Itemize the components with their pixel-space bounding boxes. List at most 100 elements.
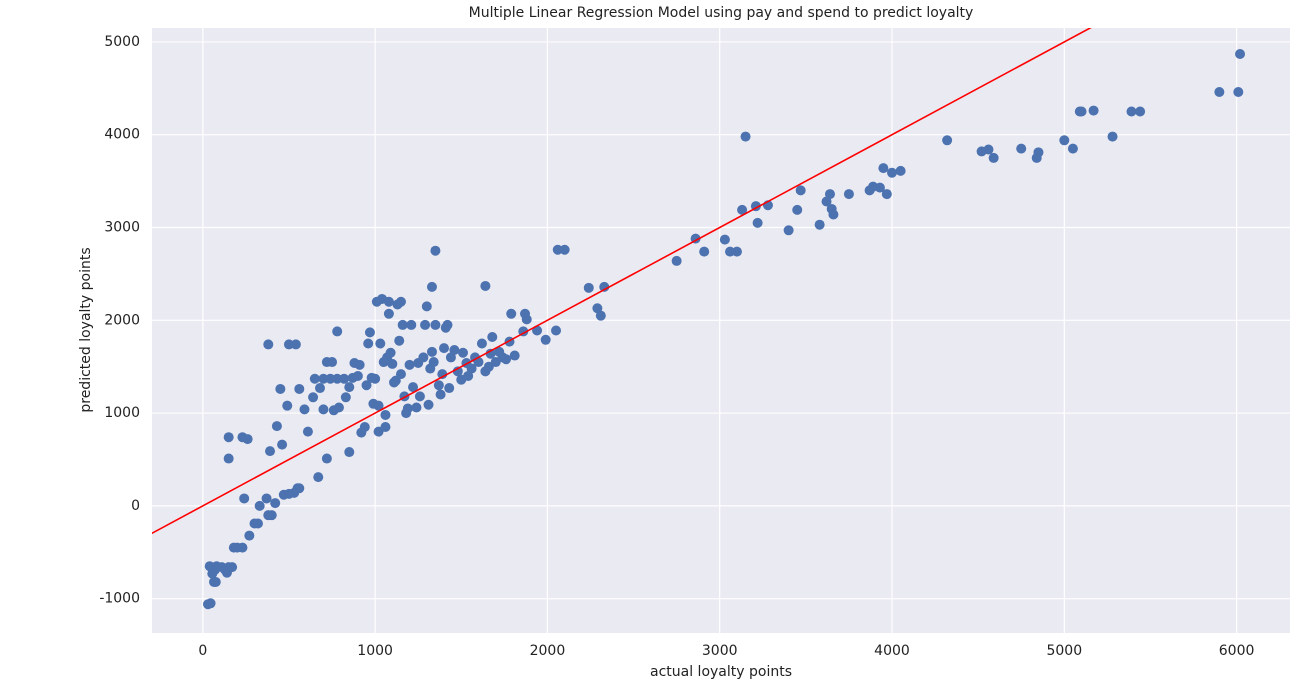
point	[373, 400, 384, 411]
point	[418, 352, 429, 363]
point	[423, 399, 434, 410]
point	[1059, 135, 1070, 146]
point	[363, 338, 374, 349]
point	[402, 403, 413, 414]
chart-title: Multiple Linear Regression Model using p…	[469, 5, 974, 21]
point	[583, 282, 594, 293]
point	[843, 189, 854, 200]
point	[270, 498, 281, 509]
point	[332, 326, 343, 337]
point	[506, 308, 517, 319]
point	[595, 310, 606, 321]
point	[340, 392, 351, 403]
point	[261, 493, 272, 504]
y-tick-label: 1000	[104, 405, 140, 421]
point	[321, 453, 332, 464]
point	[344, 447, 355, 458]
point	[442, 319, 453, 330]
point	[699, 246, 710, 257]
point	[302, 426, 313, 437]
point	[671, 255, 682, 266]
point	[540, 334, 551, 345]
point	[411, 402, 422, 413]
point	[294, 483, 305, 494]
x-tick-label: 4000	[874, 643, 910, 659]
point	[406, 319, 417, 330]
point	[1088, 105, 1099, 116]
point	[210, 576, 221, 587]
point	[223, 432, 234, 443]
point	[308, 392, 319, 403]
point	[752, 217, 763, 228]
point	[383, 308, 394, 319]
point	[551, 325, 562, 336]
point	[277, 439, 288, 450]
point	[237, 542, 248, 553]
point	[344, 382, 355, 393]
point	[426, 346, 437, 357]
point	[318, 373, 329, 384]
point	[428, 357, 439, 368]
x-tick-label: 0	[198, 643, 207, 659]
point	[327, 357, 338, 368]
point	[1076, 106, 1087, 117]
point	[314, 383, 325, 394]
point	[439, 343, 450, 354]
point	[719, 234, 730, 245]
point	[265, 446, 276, 457]
point	[449, 344, 460, 355]
point	[983, 144, 994, 155]
point	[501, 354, 512, 365]
point	[359, 422, 370, 433]
identity-line	[152, 28, 1092, 535]
point	[239, 493, 250, 504]
point	[426, 281, 437, 292]
point	[480, 280, 491, 291]
point	[485, 348, 496, 359]
point	[1016, 143, 1027, 154]
point	[463, 370, 474, 381]
point	[414, 391, 425, 402]
point	[318, 404, 329, 415]
point	[282, 400, 293, 411]
point	[466, 363, 477, 374]
point	[783, 225, 794, 236]
point	[430, 245, 441, 256]
point	[333, 402, 344, 413]
point	[559, 244, 570, 255]
x-tick-label: 1000	[357, 643, 393, 659]
point	[487, 331, 498, 342]
point	[887, 167, 898, 178]
point	[824, 189, 835, 200]
point	[354, 359, 365, 370]
point	[430, 319, 441, 330]
x-tick-label: 3000	[702, 643, 738, 659]
point	[370, 373, 381, 384]
y-tick-label: 0	[131, 498, 140, 514]
point	[244, 530, 255, 541]
point	[1067, 143, 1078, 154]
point	[895, 165, 906, 176]
point	[878, 163, 889, 174]
point	[397, 319, 408, 330]
point	[881, 189, 892, 200]
y-tick-label: -1000	[99, 591, 140, 607]
point	[275, 383, 286, 394]
point	[394, 335, 405, 346]
y-tick-label: 4000	[104, 127, 140, 143]
point	[395, 296, 406, 307]
point	[437, 369, 448, 380]
point	[254, 500, 265, 511]
point	[332, 373, 343, 384]
point	[252, 518, 263, 529]
y-tick-label: 5000	[104, 34, 140, 50]
point	[1233, 87, 1244, 98]
point	[433, 380, 444, 391]
point	[457, 347, 468, 358]
x-axis-label: actual loyalty points	[650, 664, 792, 680]
point	[266, 510, 277, 521]
point	[375, 338, 386, 349]
point	[380, 409, 391, 420]
point	[821, 196, 832, 207]
point	[452, 366, 463, 377]
